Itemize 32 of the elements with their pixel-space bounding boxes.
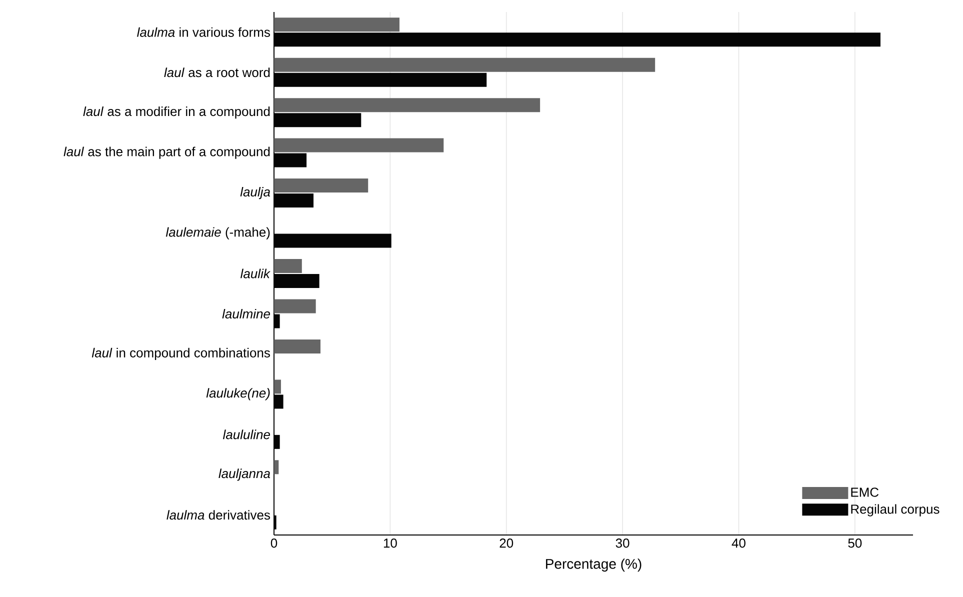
bar <box>274 58 656 72</box>
y-tick-label: laulik <box>240 268 270 278</box>
x-tick-label: 20 <box>500 538 514 548</box>
bar <box>274 339 320 354</box>
bar <box>274 138 444 152</box>
bar <box>274 299 316 314</box>
y-tick-label: lauluke(ne) <box>206 388 270 400</box>
y-tick-label: laul as the main part of a compound <box>64 146 270 159</box>
x-axis-title: Percentage (%) <box>546 558 642 572</box>
bar <box>274 380 281 394</box>
bar <box>274 98 540 112</box>
bar <box>274 259 302 274</box>
y-tick-label: laulmine <box>222 308 270 319</box>
x-tick-label: 50 <box>848 538 862 548</box>
x-tick-label: 40 <box>732 538 746 548</box>
bar <box>274 18 400 32</box>
y-tick-label: laulma derivatives <box>166 510 270 520</box>
bar <box>274 460 279 474</box>
y-tick-label: laulemaie (-mahe) <box>166 227 270 240</box>
y-tick-label: laul as a modifier in a compound <box>83 106 270 119</box>
y-tick-label: laululine <box>222 430 270 440</box>
y-tick-label: laul as a root word <box>164 68 270 78</box>
x-tick-label: 30 <box>616 538 630 548</box>
x-tick-label: 10 <box>384 538 397 548</box>
y-tick-label: laul in compound combinations <box>92 348 270 360</box>
bar <box>274 178 368 193</box>
y-tick-label: laulja <box>240 186 270 200</box>
legend-label: EMC <box>851 488 879 497</box>
legend-label: Regilaul corpus <box>851 504 940 516</box>
x-tick-label: 0 <box>270 538 278 548</box>
y-tick-label: lauljanna <box>218 468 270 481</box>
y-tick-label: laulma in various forms <box>137 27 270 37</box>
